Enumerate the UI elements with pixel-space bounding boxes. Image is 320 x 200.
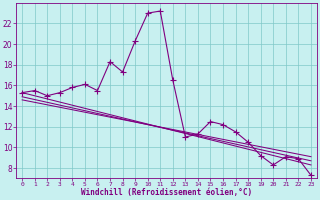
X-axis label: Windchill (Refroidissement éolien,°C): Windchill (Refroidissement éolien,°C) [81, 188, 252, 197]
